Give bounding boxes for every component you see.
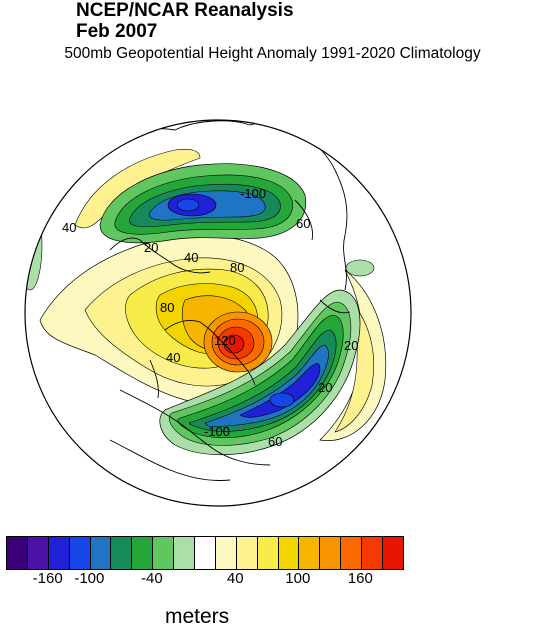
contour-label: -100 xyxy=(204,424,230,439)
contour-label: 40 xyxy=(184,250,198,265)
chart-title-date: Feb 2007 xyxy=(76,21,158,42)
colorbar-swatch xyxy=(48,537,70,569)
colorbar-ticks: -160 -100 -40 40 100 160 xyxy=(0,570,545,590)
colorbar-swatch xyxy=(257,537,279,569)
colorbar-swatch xyxy=(195,537,216,569)
colorbar-tick-label: 40 xyxy=(226,570,244,587)
colorbar-swatch xyxy=(153,537,175,569)
colorbar-swatch xyxy=(299,537,321,569)
colorbar-swatch xyxy=(341,537,363,569)
anomaly-east-green xyxy=(345,259,375,277)
colorbar-tick-label: -160 xyxy=(32,570,63,587)
chart-title-source: NCEP/NCAR Reanalysis xyxy=(76,0,294,21)
colorbar-swatch xyxy=(383,537,403,569)
anomaly-negative-south-60 xyxy=(188,329,337,432)
contour-label: 80 xyxy=(230,260,244,275)
contour-labels: -100 20 40 60 80 80 40 120 20 20 60 -100… xyxy=(62,186,358,449)
contour-label: 20 xyxy=(318,380,332,395)
anomaly-negative-120-north xyxy=(176,198,200,212)
colorbar-swatch xyxy=(69,537,91,569)
colorbar-swatch xyxy=(111,537,133,569)
anomaly-negative-south-40 xyxy=(177,314,344,439)
anomaly-north-green xyxy=(311,120,349,133)
anomaly-negative-south-120 xyxy=(269,392,295,408)
colorbar-tick-label: 100 xyxy=(285,570,311,587)
colorbar-swatch xyxy=(90,537,112,569)
colorbar-swatch xyxy=(278,537,300,569)
contour-label: 80 xyxy=(160,300,174,315)
contour-label: 40 xyxy=(166,350,180,365)
contour-label: 20 xyxy=(144,240,158,255)
colorbar-swatch xyxy=(236,537,258,569)
colorbar-tick-label: -40 xyxy=(141,570,163,587)
contour-label: 20 xyxy=(344,338,358,353)
globe-outline xyxy=(24,119,412,507)
colorbar-swatch xyxy=(27,537,49,569)
colorbar-swatch xyxy=(132,537,154,569)
contour-label: 40 xyxy=(62,220,76,235)
contour-label: 120 xyxy=(214,333,236,348)
contour-label: 60 xyxy=(268,434,282,449)
colorbar-tick-label: -100 xyxy=(74,570,105,587)
contour-label: 60 xyxy=(296,216,310,231)
chart-subtitle: 500mb Geopotential Height Anomaly 1991-2… xyxy=(64,45,481,62)
colorbar xyxy=(6,536,404,570)
colorbar-swatch xyxy=(362,537,384,569)
colorbar-swatch xyxy=(174,537,196,569)
colorbar-swatch xyxy=(320,537,342,569)
contour-label: -100 xyxy=(240,186,266,201)
colorbar-units: meters xyxy=(165,605,230,628)
colorbar-tick-label: 160 xyxy=(347,570,373,587)
anomaly-west-pacific-green xyxy=(25,199,43,291)
colorbar-swatch xyxy=(215,537,237,569)
colorbar-swatch xyxy=(7,537,28,569)
